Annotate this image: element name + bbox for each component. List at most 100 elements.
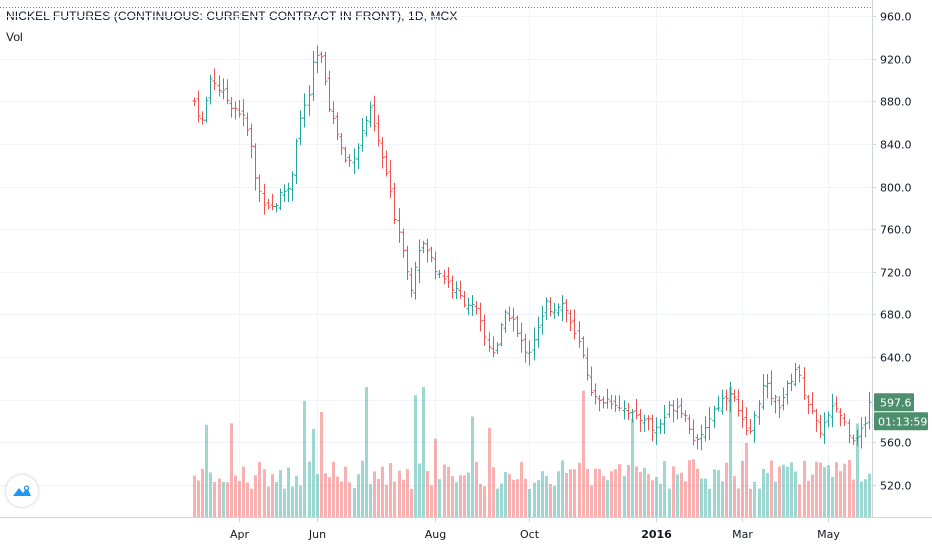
volume-bar [222, 481, 225, 517]
volume-bar [377, 478, 380, 517]
last-price-label: 597.6 [880, 396, 912, 409]
volume-bar [373, 471, 376, 517]
volume-bar [794, 471, 797, 517]
volume-bar [827, 465, 830, 517]
volume-bar [573, 469, 576, 517]
volume-bar [422, 387, 425, 517]
volume-bar [553, 485, 556, 517]
volume-bar [320, 412, 323, 517]
volume-bar [713, 469, 716, 517]
volume-bar [316, 473, 319, 517]
volume-bar [234, 475, 237, 517]
volume-bar [504, 472, 507, 517]
volume-bar [676, 474, 679, 517]
volume-bar [467, 472, 470, 517]
volume-bar [443, 464, 446, 517]
volume-bar [393, 481, 396, 517]
volume-bar [774, 481, 777, 517]
volume-bar [357, 474, 360, 517]
volume-bar [639, 471, 642, 517]
volume-bar [389, 463, 392, 517]
volume-bar [717, 470, 720, 517]
volume-bar [226, 482, 229, 517]
volume-bar [688, 460, 691, 517]
volume-bar [594, 468, 597, 517]
volume-bar [312, 428, 315, 517]
volume-bar [381, 466, 384, 517]
volume-bar [753, 481, 756, 517]
volume-bar [823, 467, 826, 517]
tradingview-logo-icon[interactable] [6, 475, 38, 507]
volume-bar [819, 462, 822, 517]
volume-bar [451, 476, 454, 517]
volume-bar [635, 466, 638, 517]
volume-bar [582, 390, 585, 517]
volume-bar [856, 423, 859, 517]
y-tick-label: 560.0 [880, 437, 912, 450]
volume-bar [242, 466, 245, 517]
volume-bar [627, 464, 630, 517]
volume-bar [803, 460, 806, 517]
volume-bar [811, 474, 814, 517]
volume-bar [279, 470, 282, 517]
volume-bar [328, 477, 331, 517]
volume-bar [332, 461, 335, 517]
volume-bar [741, 460, 744, 517]
volume-bar [488, 427, 491, 517]
last-price-tag [874, 393, 914, 412]
volume-bar [246, 482, 249, 517]
volume-bar [623, 476, 626, 517]
volume-bar [762, 468, 765, 517]
volume-bar [692, 459, 695, 517]
volume-bar [843, 463, 846, 517]
volume-bar [463, 475, 466, 517]
x-tick-label: Mar [732, 528, 753, 541]
volume-bar [835, 462, 838, 517]
volume-bar [426, 471, 429, 517]
volume-bar [569, 469, 572, 517]
y-tick-label: 840.0 [880, 139, 912, 152]
volume-bar [459, 475, 462, 517]
volume-bar [508, 474, 511, 517]
volume-bar [434, 438, 437, 517]
volume-bar [708, 488, 711, 517]
volume-bar [271, 474, 274, 517]
volume-bar [700, 478, 703, 517]
volume-bar [361, 460, 364, 517]
volume-bar [729, 387, 732, 517]
x-tick-label: Oct [520, 528, 540, 541]
volume-bar [839, 471, 842, 517]
volume-bar [471, 416, 474, 517]
volume-bar [213, 482, 216, 517]
volume-bar [651, 480, 654, 517]
volume-bar [430, 485, 433, 517]
x-tick-label: Aug [425, 528, 446, 541]
volume-bar [365, 387, 368, 517]
volume-bar [496, 488, 499, 517]
y-tick-label: 800.0 [880, 182, 912, 195]
countdown-label: 01:13:59 [878, 415, 927, 428]
volume-bar [414, 395, 417, 517]
volume-bar [602, 476, 605, 517]
volume-bar [201, 468, 204, 517]
volume-bar [340, 481, 343, 517]
volume-bar [295, 475, 298, 517]
volume-bar [483, 486, 486, 517]
volume-legend-label: Vol [6, 30, 23, 44]
volume-bar [578, 462, 581, 517]
volume-bar [618, 464, 621, 517]
volume-bar [537, 480, 540, 517]
volume-bar [860, 481, 863, 517]
volume-bar [418, 463, 421, 517]
volume-bar [668, 488, 671, 517]
volume-bar [402, 479, 405, 517]
volume-bar [205, 424, 208, 517]
volume-bar [549, 484, 552, 517]
volume-bar [610, 471, 613, 517]
volume-bar [749, 488, 752, 517]
volume-bar [193, 475, 196, 517]
volume-bar [680, 472, 683, 517]
volume-bar [868, 473, 871, 517]
volume-bar [263, 469, 266, 517]
